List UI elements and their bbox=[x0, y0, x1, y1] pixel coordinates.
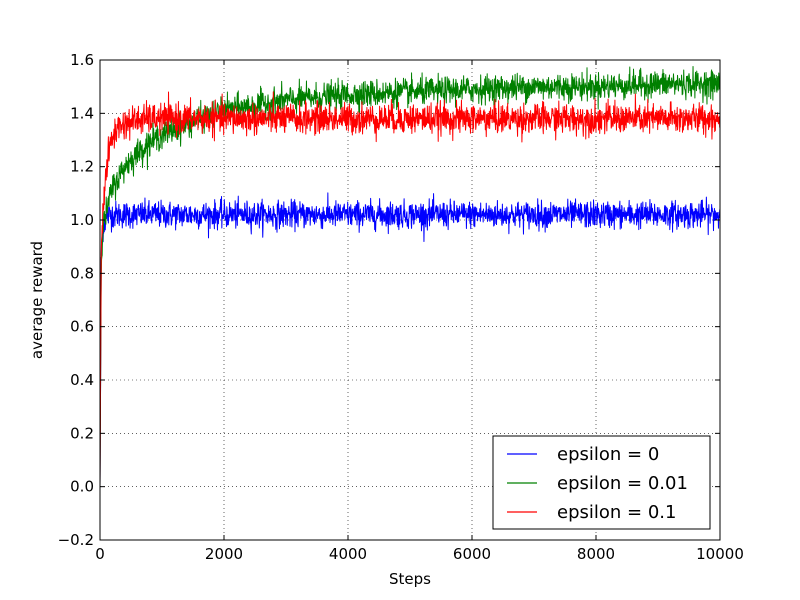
x-axis-label: Steps bbox=[389, 570, 431, 588]
y-tick-label: 1.6 bbox=[70, 51, 94, 69]
legend-label-0: epsilon = 0 bbox=[557, 444, 659, 465]
x-tick-label: 6000 bbox=[453, 545, 491, 563]
x-tick-label: 8000 bbox=[577, 545, 615, 563]
y-tick-label: 1.4 bbox=[70, 104, 94, 122]
series-line-0 bbox=[99, 192, 721, 487]
series-line-2 bbox=[99, 91, 721, 487]
x-tick-label: 10000 bbox=[696, 545, 744, 563]
legend-label-1: epsilon = 0.01 bbox=[557, 473, 688, 494]
series-lines bbox=[99, 65, 721, 487]
y-axis-label: average reward bbox=[28, 241, 46, 359]
legend: epsilon = 0 epsilon = 0.01 epsilon = 0.1 bbox=[492, 435, 711, 530]
axis-ticks: 0 2000 4000 6000 8000 10000 −0.2 0.0 0.2 0.4 0.6 0.… bbox=[58, 51, 744, 563]
y-tick-label: 0.2 bbox=[70, 424, 94, 442]
y-tick-label: 1.2 bbox=[70, 158, 94, 176]
y-tick-label: 0.8 bbox=[70, 264, 94, 282]
legend-label-2: epsilon = 0.1 bbox=[557, 502, 676, 523]
plot-frame bbox=[99, 59, 721, 541]
x-tick-label: 0 bbox=[95, 545, 105, 563]
y-tick-label: 0.4 bbox=[70, 371, 94, 389]
y-tick-label: 0.0 bbox=[70, 478, 94, 496]
y-tick-label: 1.0 bbox=[70, 211, 94, 229]
x-tick-label: 4000 bbox=[329, 545, 367, 563]
series-line-1 bbox=[99, 65, 721, 487]
y-tick-label: −0.2 bbox=[58, 531, 94, 549]
x-tick-label: 2000 bbox=[205, 545, 243, 563]
y-tick-label: 0.6 bbox=[70, 318, 94, 336]
